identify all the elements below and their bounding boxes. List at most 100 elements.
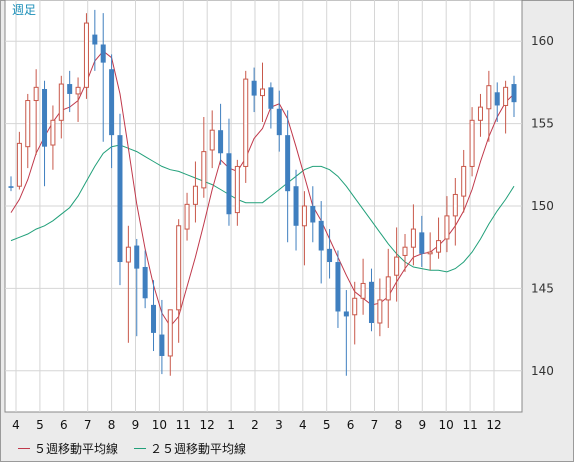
x-tick-label: 12 (486, 418, 501, 432)
candle-body-down (142, 266, 148, 299)
candle-body-up (503, 86, 509, 106)
candle-body-down (310, 206, 316, 223)
candle (410, 204, 416, 266)
candle-body-up (477, 106, 483, 121)
candle (100, 13, 106, 142)
candle-body-up (184, 203, 190, 230)
candle (33, 69, 39, 155)
candle (377, 278, 383, 337)
x-tick-label: 8 (395, 418, 403, 432)
y-tick-label: 160 (531, 34, 554, 48)
candle (452, 177, 458, 246)
candle-body-down (109, 69, 115, 136)
x-tick-label: 3 (275, 418, 283, 432)
x-tick-label: 6 (60, 418, 68, 432)
x-tick-label: 2 (251, 418, 259, 432)
candle (327, 229, 333, 279)
candle-body-up (33, 86, 39, 102)
candle-body-up (461, 165, 467, 197)
candle (285, 110, 291, 243)
x-tick-label: 1 (227, 418, 235, 432)
candle (461, 149, 467, 213)
x-tick-label: 11 (462, 418, 477, 432)
candle (58, 75, 64, 139)
candle (109, 54, 115, 169)
candle-body-up (58, 83, 64, 121)
candle (310, 186, 316, 243)
candle-body-up (50, 119, 56, 146)
candle (503, 80, 509, 134)
candle (276, 90, 282, 152)
legend: ５週移動平均線 ２５週移動平均線 (18, 440, 246, 457)
candle (75, 77, 81, 122)
candle-body-down (100, 44, 106, 63)
candle (125, 225, 131, 343)
candle-body-down (276, 108, 282, 136)
candle (427, 232, 433, 271)
candle (352, 281, 358, 345)
candle-body-up (452, 193, 458, 217)
candle-body-up (176, 225, 182, 311)
candle-body-up (75, 86, 81, 95)
x-tick-label: 4 (299, 418, 307, 432)
candle (301, 191, 307, 266)
candle (192, 161, 198, 223)
candle-body-up (301, 205, 307, 227)
candle-body-up (125, 246, 131, 263)
candle-body-down (159, 334, 165, 356)
candle (134, 238, 140, 337)
candle (16, 131, 22, 190)
candle (218, 103, 224, 165)
candle (209, 110, 215, 169)
candle-body-down (368, 281, 374, 324)
candle (83, 13, 89, 99)
candle (8, 176, 14, 192)
candle-body-up (469, 119, 475, 167)
candle (176, 219, 182, 343)
x-tick-label: 6 (347, 418, 355, 432)
candle-body-down (293, 186, 299, 226)
x-tick-label: 11 (176, 418, 191, 432)
candle (469, 107, 475, 177)
candle-body-down (268, 87, 274, 109)
candle-body-up (83, 22, 89, 88)
candle (293, 169, 299, 251)
candle-body-down (92, 34, 98, 45)
candle-body-down (511, 84, 517, 103)
candle-body-up (385, 276, 391, 301)
candle-body-up (16, 142, 22, 187)
candle-body-down (117, 135, 123, 263)
candle-body-up (486, 85, 492, 110)
candle (92, 9, 98, 71)
candle-body-up (25, 100, 31, 148)
candle-body-down (419, 232, 425, 254)
candle-body-up (201, 151, 207, 189)
candle (226, 118, 232, 226)
candle (260, 62, 265, 122)
candle (318, 201, 324, 284)
candle (436, 217, 442, 259)
candle (251, 67, 257, 113)
legend-item-ma25: ２５週移動平均線 (134, 440, 246, 457)
candle-body-down (151, 304, 157, 333)
candle-body-up (394, 256, 400, 276)
candle-body-up (209, 129, 215, 151)
candle (477, 93, 483, 137)
candle (25, 93, 31, 169)
candle-body-up (260, 88, 265, 97)
candle (243, 70, 249, 183)
candle (444, 196, 450, 253)
candle (402, 234, 408, 272)
candle-body-down (67, 84, 73, 94)
candle-body-down (318, 220, 324, 251)
candle (385, 248, 391, 328)
legend-swatch-ma25 (134, 448, 147, 449)
candle (167, 309, 173, 376)
legend-label-ma5: ５週移動平均線 (34, 442, 119, 456)
candle-body-down (8, 186, 14, 188)
x-tick-label: 9 (132, 418, 140, 432)
candle (494, 82, 500, 122)
candle (335, 250, 341, 328)
period-label: 週足 (12, 3, 36, 17)
